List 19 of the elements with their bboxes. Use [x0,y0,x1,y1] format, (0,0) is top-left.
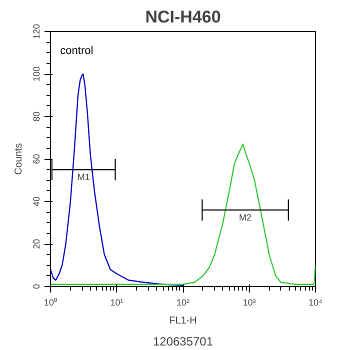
x-tick-label: 10⁰ [44,298,58,308]
y-axis-title: Counts [14,143,24,175]
x-axis-title: FL1-H [169,316,197,326]
annotation: M1 [77,172,90,182]
annotation: M2 [239,212,252,223]
series-label: control [60,45,94,57]
text: 120635701 [152,334,214,348]
x-tick-label: 10¹ [110,298,124,308]
y-tick-label: 120 [32,24,42,40]
x-tick-label: 10³ [242,298,256,308]
y-tick-label: 20 [32,238,42,250]
y-tick-label: 60 [32,154,42,164]
y-tick-label: 100 [32,66,42,82]
y-tick-label: 40 [32,196,42,207]
y-tick-label: 0 [32,284,42,290]
x-tick-label: 10⁴ [308,298,323,308]
y-tick-label: 80 [32,111,42,122]
x-tick-label: 10² [176,298,190,308]
chart-title: NCI-H460 [145,8,221,26]
